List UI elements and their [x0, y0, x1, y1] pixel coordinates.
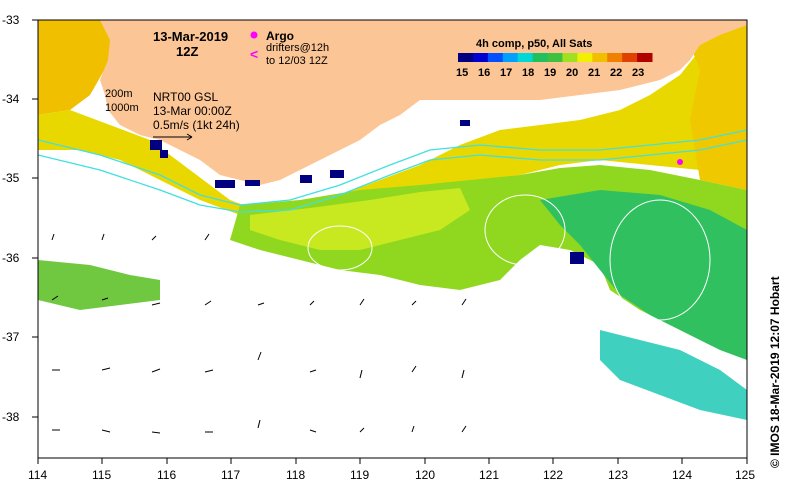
colorbar-tick-label: 23 [632, 67, 644, 79]
y-tick-label: -36 [2, 251, 20, 265]
drifters-label-line1: drifters@12h [266, 42, 329, 54]
product-label: NRT00 GSL [153, 90, 218, 104]
sst-west-patches [38, 260, 160, 310]
x-tick-label: 121 [479, 468, 499, 482]
sst-warm-west [38, 20, 110, 115]
plot-frame [37, 19, 748, 459]
x-tick-label: 116 [157, 468, 176, 482]
colorbar-tick-label: 21 [588, 67, 600, 79]
colorbar-segment [607, 53, 623, 62]
x-tick-label: 118 [286, 468, 305, 482]
sst-cyan-south [600, 330, 747, 420]
isobath-1000m [38, 139, 747, 213]
sst-green-deep [540, 190, 747, 360]
isobath-200m [38, 129, 747, 206]
x-tick-label: 122 [543, 468, 563, 482]
depth-200m-label: 200m [105, 88, 133, 100]
colorbar-tick-labels: 15 16 17 18 19 20 21 22 23 [456, 67, 644, 79]
sst-east-warm [680, 20, 747, 190]
y-axis: -33 -34 -35 -36 -37 -38 [2, 13, 38, 424]
sst-warm-coast-west [38, 40, 747, 220]
composite-title: 4h comp, p50, All Sats [476, 38, 592, 50]
colorbar-segment [562, 53, 578, 62]
colorbar-tick-label: 20 [566, 67, 578, 79]
colorbar-segment [637, 53, 653, 62]
x-tick-label: 123 [608, 468, 628, 482]
eddy-contours [307, 194, 711, 321]
drifters-label-line2: to 12/03 12Z [266, 55, 328, 67]
colorbar-segment [592, 53, 608, 62]
y-tick-label: -33 [2, 13, 20, 27]
argo-legend-marker [250, 31, 258, 39]
colorbar-segment [577, 53, 593, 62]
x-tick-label: 117 [221, 468, 240, 482]
argo-float [677, 159, 683, 165]
y-tick-label: -35 [2, 171, 20, 185]
colorbar-tick-label: 17 [500, 67, 512, 79]
colorbar-segment [502, 53, 519, 62]
argo-label: Argo [266, 29, 294, 43]
scale-arrow-head [186, 133, 193, 141]
colorbar-tick-label: 16 [478, 67, 490, 79]
colorbar-tick-label: 15 [456, 67, 468, 79]
colorbar-segment [622, 53, 638, 62]
map-plot-area [38, 20, 747, 458]
x-axis: 114 115 116 117 118 119 120 121 122 123 … [28, 458, 755, 482]
drifter-legend-marker: < [250, 46, 258, 62]
y-tick-label: -37 [2, 330, 20, 344]
x-tick-label: 114 [28, 468, 47, 482]
x-tick-label: 120 [415, 468, 435, 482]
colorbar [458, 53, 653, 62]
credit-text: © IMOS 18-Mar-2019 12:07 Hobart [768, 276, 782, 468]
x-tick-label: 119 [350, 468, 369, 482]
colorbar-segment [547, 53, 563, 62]
sst-yellow-band [250, 188, 470, 250]
coastal-specks [150, 120, 584, 264]
x-tick-label: 125 [735, 468, 755, 482]
map-hour: 12Z [176, 44, 198, 59]
x-tick-label: 115 [92, 468, 111, 482]
y-tick-label: -38 [2, 410, 20, 424]
colorbar-segment [487, 53, 504, 62]
colorbar-tick-label: 19 [544, 67, 556, 79]
colorbar-segment [532, 53, 549, 62]
x-tick-label: 124 [672, 468, 692, 482]
scale-label: 0.5m/s (1kt 24h) [153, 118, 240, 132]
product-time-label: 13-Mar 00:00Z [153, 104, 232, 118]
colorbar-segment [517, 53, 534, 62]
colorbar-tick-label: 18 [522, 67, 534, 79]
colorbar-segment [472, 53, 489, 62]
depth-1000m-label: 1000m [105, 102, 139, 114]
y-tick-label: -34 [2, 92, 20, 106]
current-vectors [51, 233, 467, 434]
colorbar-segment [458, 53, 474, 62]
map-date: 13-Mar-2019 [153, 29, 228, 44]
colorbar-tick-label: 22 [610, 67, 622, 79]
